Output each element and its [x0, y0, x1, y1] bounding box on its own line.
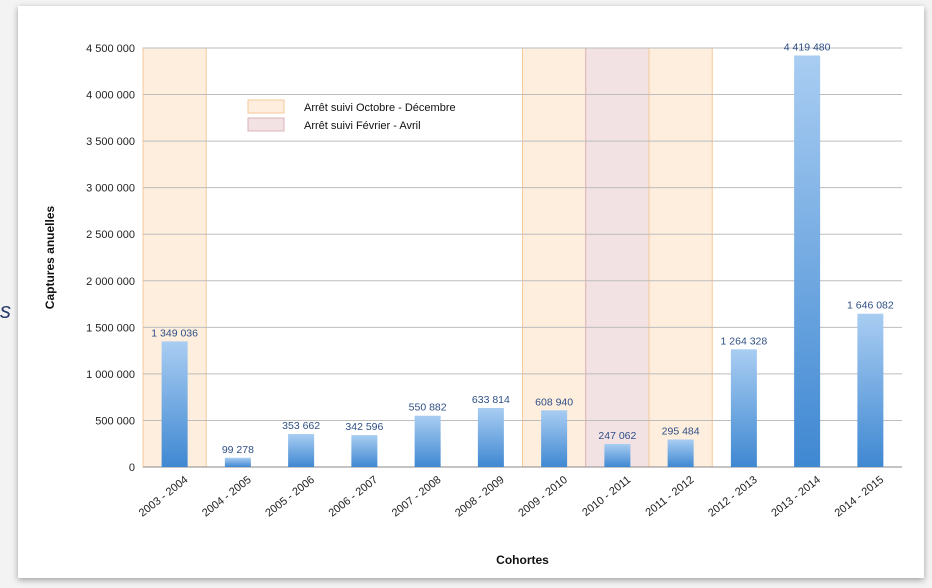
x-tick-label: 2014 - 2015	[833, 474, 887, 520]
bar-2005-2006	[288, 434, 315, 467]
x-tick-label: 2005 - 2006	[263, 474, 317, 520]
legend-swatch	[247, 99, 285, 114]
data-label: 550 882	[409, 402, 447, 414]
y-axis-title: Captures anuelles	[43, 205, 57, 309]
data-label: 608 940	[535, 396, 573, 408]
y-tick-label: 500 000	[95, 415, 135, 427]
y-tick-label: 4 000 000	[86, 90, 135, 102]
y-axis: 0 500 000 1 000 000 1 500 000 2 000 000 2 500…	[86, 43, 135, 474]
legend-swatch	[247, 117, 285, 132]
data-label: 1 646 082	[847, 300, 894, 312]
bar-2014-2015	[857, 313, 884, 467]
bar-2004-2005	[224, 457, 251, 467]
data-label: 353 662	[282, 420, 320, 432]
legend: Arrêt suivi Octobre - Décembre Arrêt suiv…	[247, 99, 456, 132]
bar-2007-2008	[414, 415, 441, 467]
bar-2008-2009	[477, 407, 504, 467]
y-tick-label: 1 500 000	[86, 322, 135, 334]
y-tick-label: 1 000 000	[86, 369, 135, 381]
x-tick-label: 2007 - 2008	[390, 474, 444, 520]
bar-2011-2012	[667, 439, 694, 467]
data-label: 1 264 328	[721, 335, 768, 347]
x-tick-label: 2011 - 2012	[643, 474, 696, 519]
y-tick-label: 2 500 000	[86, 229, 135, 241]
data-label: 295 484	[662, 425, 700, 437]
y-tick-label: 3 500 000	[86, 136, 135, 148]
x-tick-label: 2008 - 2009	[453, 474, 507, 520]
bar-2012-2013	[730, 349, 757, 467]
legend-label: Arrêt suivi Février - Avril	[304, 120, 421, 132]
x-axis: 2003 - 2004 2004 - 2005 2005 - 2006 2006 - …	[137, 474, 886, 520]
highlight-band-3	[585, 47, 650, 468]
x-tick-label: 2009 - 2010	[516, 474, 570, 520]
data-labels: 1 349 036 99 278 353 662 342 596 550 882 633 …	[151, 41, 894, 455]
legend-label: Arrêt suivi Octobre - Décembre	[304, 102, 456, 114]
highlight-band-2	[522, 47, 587, 468]
y-tick-label: 0	[129, 462, 135, 474]
bar-2010-2011	[604, 443, 631, 467]
x-tick-label: 2003 - 2004	[137, 474, 191, 520]
highlight-band-4	[648, 47, 713, 468]
data-label: 1 349 036	[151, 327, 198, 339]
bars	[161, 55, 884, 467]
y-tick-label: 3 000 000	[86, 183, 135, 195]
data-label: 99 278	[222, 444, 254, 456]
bar-2013-2014	[794, 55, 821, 467]
bar-chart: 1 349 036 99 278 353 662 342 596 550 882 633 …	[43, 41, 902, 567]
bar-2009-2010	[541, 410, 568, 467]
gridlines	[143, 47, 902, 468]
data-label: 342 596	[345, 421, 383, 433]
data-label: 247 062	[598, 430, 636, 442]
x-tick-label: 2004 - 2005	[200, 474, 254, 520]
x-axis-title: Cohortes	[496, 553, 549, 567]
chart-card: 1 349 036 99 278 353 662 342 596 550 882 633 …	[18, 6, 924, 578]
bar-2003-2004	[161, 341, 188, 467]
x-tick-label: 2010 - 2011	[580, 474, 633, 519]
y-tick-label: 4 500 000	[86, 43, 135, 55]
x-tick-label: 2012 - 2013	[706, 474, 760, 520]
bar-2006-2007	[351, 435, 378, 467]
x-tick-label: 2013 - 2014	[769, 474, 823, 520]
y-tick-label: 2 000 000	[86, 276, 135, 288]
x-tick-label: 2006 - 2007	[327, 474, 381, 520]
partial-text-fragment: s	[0, 298, 11, 323]
data-label: 633 814	[472, 394, 510, 406]
data-label: 4 419 480	[784, 41, 831, 53]
